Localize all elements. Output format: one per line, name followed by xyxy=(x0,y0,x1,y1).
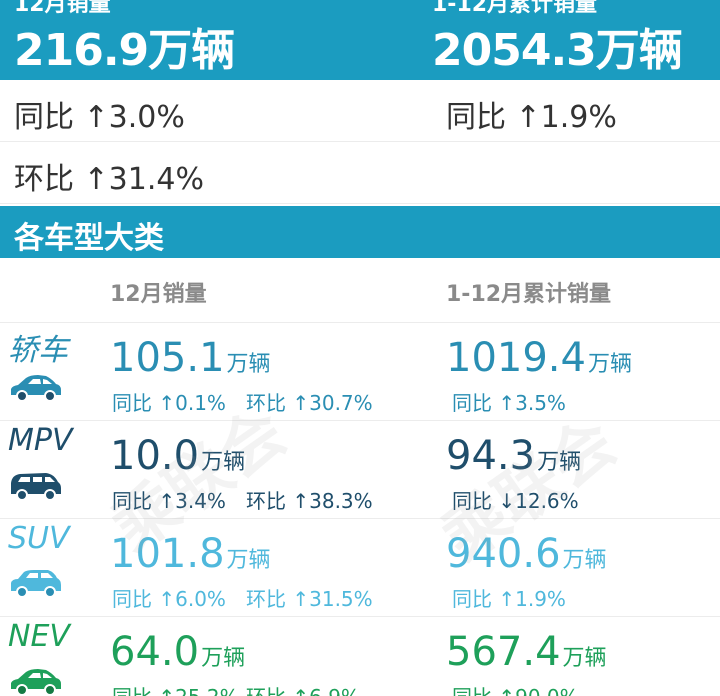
month-yoy: 同比 ↑3.0% xyxy=(14,100,185,135)
month-total-value: 216.9万辆 xyxy=(14,25,235,76)
section-title: 各车型大类 xyxy=(14,221,164,256)
month-mom: 环比 ↑30.7% xyxy=(246,391,373,415)
month-mom: 环比 ↑31.4% xyxy=(14,162,204,197)
table-row-suv: SUV 101.8万辆 同比 ↑6.0% 环比 ↑31.5% 940.6万辆 同… xyxy=(0,519,720,617)
cumulative-sales-value: 1019.4万辆 xyxy=(446,335,632,381)
column-header-cumulative: 1-12月累计销量 xyxy=(446,282,612,307)
cumulative-yoy: 同比 ↑1.9% xyxy=(446,100,617,135)
row-name: NEV xyxy=(8,619,70,654)
cumulative-yoy: 同比 ↑90.0% xyxy=(452,681,579,696)
cumulative-sales-value: 94.3万辆 xyxy=(446,433,582,479)
month-sales-value: 101.8万辆 xyxy=(110,531,271,577)
cumulative-sales-label: 1-12月累计销量 xyxy=(432,0,598,17)
month-sales-value: 64.0万辆 xyxy=(110,629,246,675)
month-mom: 环比 ↑31.5% xyxy=(246,587,373,611)
summary-yoy-row: 同比 ↑3.0% 同比 ↑1.9% xyxy=(0,80,720,142)
summary-mom-row: 环比 ↑31.4% xyxy=(0,142,720,204)
suv-car-icon xyxy=(11,570,61,598)
mpv-car-icon xyxy=(11,473,61,501)
row-name: 轿车 xyxy=(8,333,68,368)
cumulative-sales-value: 940.6万辆 xyxy=(446,531,607,577)
header-divider xyxy=(0,322,720,323)
row-name: SUV xyxy=(8,521,70,556)
table-row-mpv: MPV 10.0万辆 同比 ↑3.4% 环比 ↑38.3% 94.3万辆 同比 … xyxy=(0,421,720,519)
sedan-car-icon xyxy=(11,375,61,402)
month-sales-label: 12月销量 xyxy=(14,0,111,17)
column-header-month: 12月销量 xyxy=(110,282,207,307)
month-yoy: 同比 ↑0.1% xyxy=(112,391,226,415)
month-mom: 环比 ↑6.9% xyxy=(246,681,360,696)
month-sales-value: 10.0万辆 xyxy=(110,433,246,479)
month-yoy: 同比 ↑3.4% xyxy=(112,489,226,513)
cumulative-yoy: 同比 ↑1.9% xyxy=(452,587,566,611)
month-sales-value: 105.1万辆 xyxy=(110,335,271,381)
section-header: 各车型大类 xyxy=(0,206,720,258)
table-row-sedan: 轿车 105.1万辆 同比 ↑0.1% 环比 ↑30.7% 1019.4万辆 同… xyxy=(0,323,720,421)
month-mom: 环比 ↑38.3% xyxy=(246,489,373,513)
nev-car-icon xyxy=(11,669,61,696)
month-yoy: 同比 ↑25.2% xyxy=(112,681,239,696)
month-yoy: 同比 ↑6.0% xyxy=(112,587,226,611)
table-row-nev: NEV 64.0万辆 同比 ↑25.2% 环比 ↑6.9% 567.4万辆 同比… xyxy=(0,617,720,696)
cumulative-sales-value: 567.4万辆 xyxy=(446,629,607,675)
header-band: 12月销量 1-12月累计销量 216.9万辆 2054.3万辆 xyxy=(0,0,720,80)
cumulative-yoy: 同比 ↓12.6% xyxy=(452,489,579,513)
cumulative-total-value: 2054.3万辆 xyxy=(432,25,683,76)
cumulative-yoy: 同比 ↑3.5% xyxy=(452,391,566,415)
row-name: MPV xyxy=(8,423,73,458)
